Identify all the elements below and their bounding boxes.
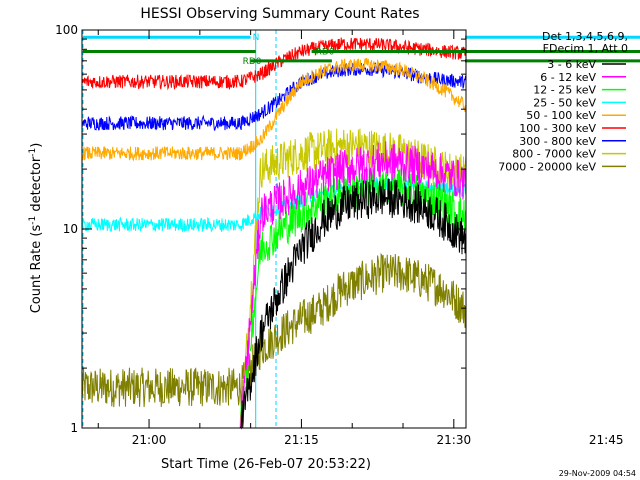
y-tick-label: 100 (55, 23, 78, 37)
legend-header-line-2: FDecim 1, Att 0 (543, 42, 628, 55)
x-tick-label: 21:00 (132, 433, 167, 447)
series-line-8 (81, 252, 467, 408)
legend-entry-0: 3 - 6 keV (547, 58, 596, 71)
legend-entry-4: 50 - 100 keV (526, 109, 596, 122)
flag-label-0: N (253, 33, 260, 43)
legend-entry-5: 100 - 300 keV (519, 122, 596, 135)
legend-entry-3: 25 - 50 keV (533, 96, 596, 109)
chart-title: HESSI Observing Summary Count Rates (140, 6, 419, 22)
legend-entry-2: 12 - 25 keV (533, 84, 596, 97)
timestamp: 29-Nov-2009 04:54 (559, 469, 636, 478)
series-line-4 (81, 57, 467, 162)
axes: 11010021:0021:1521:3021:4522:0022:1522:3… (55, 23, 624, 447)
legend-header-line-1: Det 1,3,4,5,6,9, (542, 30, 628, 43)
legend-entry-1: 6 - 12 keV (540, 71, 596, 84)
flag-bars: N RD0 RD0 (83, 33, 640, 67)
x-axis-label: Start Time (26-Feb-07 20:53:22) (161, 457, 371, 472)
y-tick-label: 10 (63, 222, 78, 236)
legend-entry-6: 300 - 800 keV (519, 135, 596, 148)
x-tick-label: 21:30 (437, 433, 472, 447)
flag-label-2: RD0 (243, 57, 262, 67)
x-tick-label: 21:45 (589, 433, 624, 447)
flag-label-1: RD0 (316, 47, 335, 57)
legend-entry-8: 7000 - 20000 keV (498, 160, 596, 173)
series-line-5 (81, 37, 467, 91)
y-tick-label: 1 (70, 421, 78, 435)
x-tick-label: 21:15 (284, 433, 319, 447)
legend-entry-7: 800 - 7000 keV (512, 148, 596, 161)
legend: Det 1,3,4,5,6,9, FDecim 1, Att 0 3 - 6 k… (498, 30, 628, 173)
y-axis-label: Count Rate (s-1 detector-1) (28, 143, 44, 314)
